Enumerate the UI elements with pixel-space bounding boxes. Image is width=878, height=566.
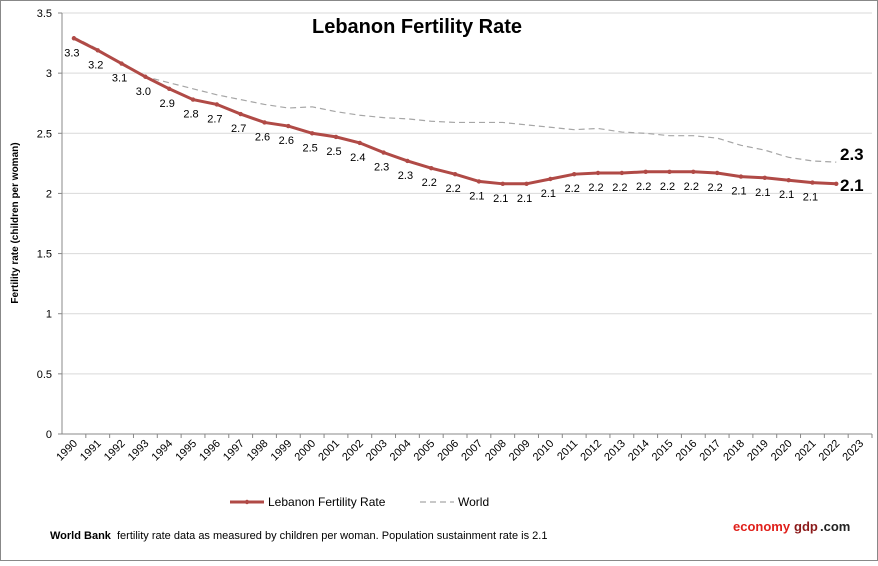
data-label: 2.2 bbox=[445, 183, 460, 195]
data-point bbox=[595, 170, 601, 176]
data-label: 2.1 bbox=[541, 188, 556, 200]
data-point bbox=[643, 169, 648, 174]
data-point bbox=[619, 170, 625, 176]
y-tick-label: 1.5 bbox=[37, 249, 52, 261]
y-tick-label: 1 bbox=[46, 309, 52, 321]
chart-title: Lebanon Fertility Rate bbox=[312, 16, 522, 38]
data-point bbox=[167, 86, 172, 91]
data-label: 3.2 bbox=[88, 59, 103, 71]
data-point bbox=[381, 150, 386, 155]
data-point bbox=[333, 134, 339, 140]
data-label: 3.0 bbox=[136, 86, 151, 98]
data-point bbox=[476, 179, 482, 184]
data-point bbox=[262, 120, 267, 125]
data-point bbox=[452, 171, 458, 177]
data-point bbox=[714, 170, 720, 176]
legend-label: Lebanon Fertility Rate bbox=[268, 495, 386, 509]
data-point bbox=[524, 181, 529, 187]
data-label: 2.1 bbox=[469, 190, 484, 202]
data-point bbox=[691, 169, 696, 174]
data-label: 2.1 bbox=[731, 186, 746, 198]
data-point bbox=[143, 74, 148, 79]
data-point bbox=[667, 169, 672, 174]
annotation: 2.3 bbox=[840, 145, 864, 164]
data-label: 2.2 bbox=[707, 182, 722, 194]
data-label: 2.2 bbox=[565, 183, 580, 195]
data-point bbox=[810, 180, 815, 185]
data-label: 2.3 bbox=[398, 170, 413, 182]
data-label: 2.2 bbox=[636, 181, 651, 193]
data-label: 2.1 bbox=[779, 189, 794, 201]
data-point bbox=[71, 36, 77, 41]
data-label: 2.1 bbox=[803, 192, 818, 204]
data-point bbox=[309, 131, 315, 136]
data-point bbox=[95, 48, 100, 53]
series-line bbox=[73, 36, 837, 163]
data-point bbox=[214, 102, 220, 107]
data-point bbox=[119, 61, 124, 66]
data-label: 2.1 bbox=[755, 187, 770, 199]
data-label: 2.6 bbox=[279, 135, 294, 147]
data-label: 2.7 bbox=[207, 113, 222, 125]
data-point bbox=[834, 181, 839, 187]
brand-part: economy bbox=[733, 519, 791, 534]
y-tick-label: 0.5 bbox=[37, 369, 52, 381]
annotation: 2.1 bbox=[840, 176, 864, 195]
data-label: 2.6 bbox=[255, 131, 270, 143]
data-point bbox=[548, 176, 553, 182]
data-label: 2.2 bbox=[588, 182, 603, 194]
data-point bbox=[405, 158, 410, 164]
data-point bbox=[238, 111, 243, 117]
brand-part: gdp bbox=[794, 519, 818, 534]
y-tick-label: 3 bbox=[46, 68, 52, 80]
legend-label: World bbox=[458, 495, 489, 509]
data-label: 2.1 bbox=[493, 193, 508, 205]
data-point bbox=[762, 175, 767, 180]
y-axis-label: Fertility rate (children per woman) bbox=[10, 142, 21, 303]
data-label: 2.4 bbox=[350, 152, 365, 164]
data-label: 2.3 bbox=[374, 162, 389, 174]
footer-note: fertility rate data as measured by child… bbox=[117, 530, 547, 542]
data-label: 2.8 bbox=[183, 109, 198, 121]
y-tick-label: 2.5 bbox=[37, 128, 52, 140]
data-point bbox=[786, 177, 791, 183]
footer-source: World Bank bbox=[50, 530, 112, 542]
data-label: 3.3 bbox=[64, 47, 79, 59]
data-label: 2.2 bbox=[660, 181, 675, 193]
data-point bbox=[738, 174, 744, 179]
data-point bbox=[500, 181, 505, 187]
data-point bbox=[286, 123, 291, 129]
y-tick-label: 2 bbox=[46, 188, 52, 200]
data-label: 2.7 bbox=[231, 123, 246, 135]
data-point bbox=[357, 140, 362, 146]
data-label: 2.5 bbox=[326, 146, 341, 158]
data-label: 2.1 bbox=[517, 193, 532, 205]
data-label: 2.9 bbox=[160, 98, 175, 110]
brand-part: .com bbox=[820, 519, 850, 534]
data-label: 2.5 bbox=[302, 142, 317, 154]
data-label: 2.2 bbox=[612, 182, 627, 194]
data-label: 3.1 bbox=[112, 73, 127, 85]
y-tick-label: 0 bbox=[46, 429, 52, 441]
data-point bbox=[429, 165, 434, 171]
data-label: 2.2 bbox=[422, 177, 437, 189]
data-point bbox=[190, 97, 196, 102]
legend-marker bbox=[244, 499, 250, 505]
y-tick-label: 3.5 bbox=[37, 8, 52, 20]
data-label: 2.2 bbox=[684, 181, 699, 193]
data-point bbox=[572, 171, 577, 177]
